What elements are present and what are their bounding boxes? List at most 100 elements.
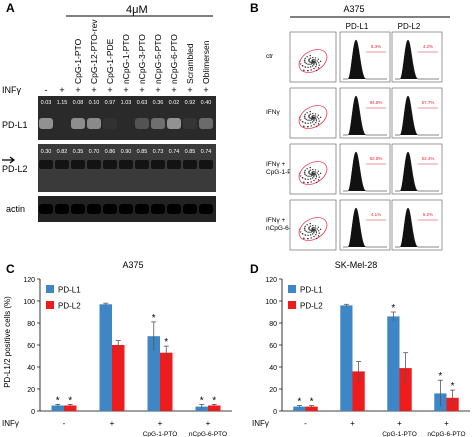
pdl1-band [119, 118, 133, 129]
lane-label: CpG-1-PTO [73, 38, 83, 84]
flow-scatter-plot [289, 199, 337, 251]
lane-label: nCpG-5-PTO [153, 34, 163, 84]
flow-event [308, 58, 311, 60]
actin-band [71, 204, 85, 214]
infy-sign: + [444, 419, 449, 428]
infy-sign: + [158, 419, 163, 428]
flow-event [313, 227, 315, 229]
pdl2-ratios: 0.30 0.82 0.35 0.70 0.86 0.90 0.85 0.73 0.74 0.85… [41, 149, 212, 155]
flow-event [310, 175, 313, 177]
flow-event [317, 58, 320, 60]
chart-c-ylabel: PD-L1/2 positive cells (%) [3, 296, 12, 388]
pdl2-arrow-icon [2, 156, 15, 164]
flow-event [304, 122, 306, 124]
infy-sign: + [171, 85, 176, 95]
lane-labels: CpG-1-PTO CpG-12-PTO-rev CpG-1-PDE nCpG-1-P… [73, 19, 211, 84]
flow-histogram-peak [343, 151, 387, 192]
flow-event [317, 226, 320, 228]
flow-event [302, 69, 305, 72]
significance-star: * [391, 303, 395, 314]
flow-event [309, 63, 311, 66]
pdl2-ratio: 0.86 [105, 149, 116, 155]
y-tick-label: 100 [265, 299, 277, 306]
y-tick-label: 0 [273, 409, 277, 416]
flow-percent: 4.2% [423, 44, 433, 49]
pdl1-ratio: 0.03 [41, 100, 52, 106]
flow-histogram [339, 199, 391, 251]
flow-event [300, 63, 302, 65]
flow-gate [298, 49, 328, 73]
pdl2-band [135, 160, 149, 169]
flow-event [305, 174, 307, 177]
flow-event [318, 120, 320, 122]
flow-event [315, 122, 317, 124]
flow-event [317, 235, 320, 237]
flow-event [301, 176, 304, 179]
bar-pd-l1 [387, 316, 400, 411]
flow-event [309, 61, 311, 63]
pdl2-band [119, 160, 133, 169]
pdl2-ratio: 0.74 [169, 149, 180, 155]
flow-event [310, 69, 312, 71]
flow-event [313, 67, 315, 70]
flow-event [308, 172, 310, 175]
pdl2-ratio: 0.73 [153, 149, 164, 155]
flow-event [314, 115, 317, 117]
flow-row-label: IFNγ + [266, 217, 286, 224]
pdl1-band-shadow [55, 118, 69, 129]
flow-event [309, 166, 311, 169]
flow-event [304, 66, 306, 68]
infy-sign: - [304, 419, 307, 428]
flow-histogram-peak [343, 207, 387, 248]
pdl2-band [87, 160, 101, 169]
actin-bands [39, 204, 213, 214]
infy-sign: + [206, 419, 211, 428]
flow-event [313, 123, 315, 126]
y-tick-label: 80 [269, 321, 277, 328]
flow-histogram-peak [395, 95, 439, 136]
actin-band [151, 204, 165, 214]
flow-event [312, 168, 314, 171]
flow-event [308, 114, 311, 116]
flow-scatter-plot [289, 87, 337, 139]
flow-event [314, 117, 317, 119]
actin-band [39, 204, 53, 214]
actin-band [119, 204, 133, 214]
flow-histogram [391, 143, 443, 195]
flow-event [308, 170, 311, 172]
flow-event [317, 118, 320, 120]
lane-label: Oblimersen [201, 40, 211, 84]
flow-event [307, 119, 309, 121]
flow-event [300, 175, 302, 177]
flow-scatter-plot [289, 31, 337, 83]
flow-event [310, 231, 313, 233]
legend-swatch [288, 285, 296, 293]
flow-event [308, 228, 310, 231]
pdl2-label: PD-L2 [2, 164, 28, 174]
flow-col-header-pdl1: PD-L1 [346, 22, 369, 31]
bar-pd-l2 [399, 368, 412, 411]
flow-event [309, 225, 312, 227]
legend-label: PD-L1 [58, 286, 81, 295]
flow-event [314, 227, 317, 229]
bar-pd-l2 [112, 345, 125, 411]
flow-event [306, 125, 309, 128]
flow-event [308, 59, 310, 62]
y-tick-label: 60 [27, 343, 35, 350]
flow-event [308, 227, 310, 230]
pdl1-band-shadow [199, 118, 213, 129]
flow-event [314, 169, 317, 171]
flow-event [306, 168, 308, 170]
flow-event [307, 63, 309, 65]
flow-row-label: IFNγ + [266, 161, 286, 168]
flow-event [314, 229, 317, 231]
actin-band [55, 204, 69, 214]
infy-sign: + [155, 85, 160, 95]
flow-event [311, 65, 314, 67]
flow-event [304, 113, 306, 116]
panel-b-letter: B [250, 1, 259, 15]
flow-event [312, 117, 314, 119]
y-tick-label: 20 [269, 387, 277, 394]
flow-row-label: CpG-1-PTO [266, 169, 301, 176]
category-label: CpG-1-PTO [382, 431, 417, 437]
